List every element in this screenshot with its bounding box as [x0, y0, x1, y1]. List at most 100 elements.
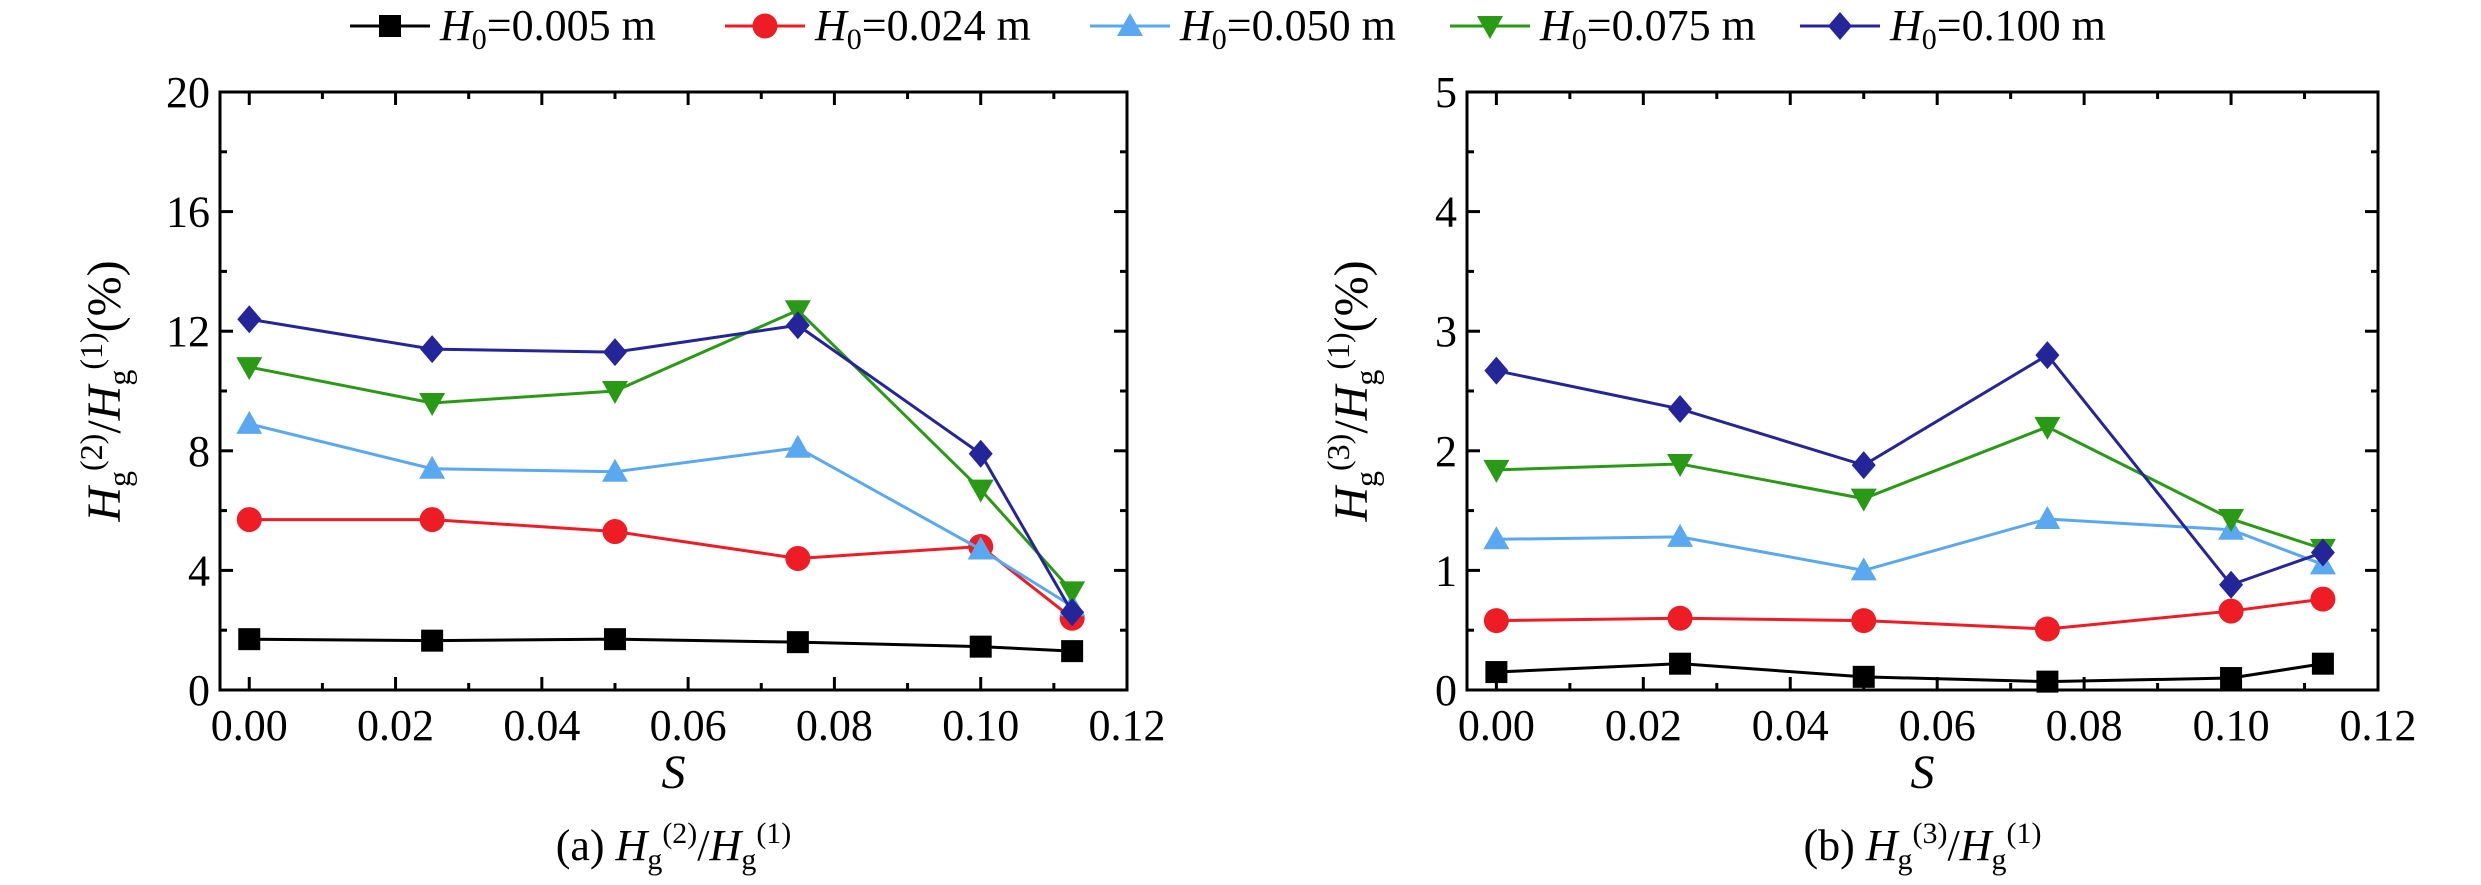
y-tick-label: 1 [1435, 546, 1457, 595]
legend-entry: H0=0.075 m [1450, 1, 1756, 56]
data-point [1484, 356, 1509, 385]
series-3 [236, 300, 1086, 605]
chart-a: 0.00 0.02 0.04 0.06 0.08 0.10 0.12 0 4 8 12 16 20 S Hg… [73, 68, 1166, 876]
data-point [2218, 508, 2245, 532]
data-point [601, 381, 628, 404]
data-point [1851, 608, 1877, 634]
series-line [249, 317, 1074, 614]
y-tick-label: 16 [166, 188, 210, 237]
x-tick-label: 0.00 [211, 701, 288, 750]
data-point [602, 519, 628, 545]
data-point [419, 392, 446, 416]
y-axis-title: Hg(2)/Hg(1)(%) [73, 260, 137, 522]
series-line [1496, 353, 2324, 587]
data-point [1483, 608, 1509, 634]
series-2 [236, 410, 1086, 617]
series-4 [1484, 341, 2335, 599]
series-line [248, 308, 1074, 593]
data-point [2034, 416, 2061, 440]
data-point [236, 410, 263, 434]
plot-frame [218, 90, 1129, 692]
series-line [249, 518, 1074, 620]
series-line [1496, 597, 2324, 631]
data-point [1059, 581, 1086, 605]
series-line [248, 422, 1073, 608]
y-tick-label: 3 [1435, 307, 1457, 356]
data-point [1667, 605, 1693, 631]
data-point [967, 479, 994, 503]
y-tick-label: 4 [188, 546, 210, 595]
series-1 [1483, 586, 2336, 642]
data-point [238, 628, 261, 651]
data-point [1485, 661, 1508, 684]
x-tick-label: 0.10 [942, 701, 1019, 750]
x-tick-label: 0.06 [650, 701, 727, 750]
data-point [1483, 459, 1510, 483]
x-axis-title: S [662, 746, 686, 799]
data-point [2036, 670, 2059, 693]
data-point [1061, 640, 1084, 663]
series-line [1496, 662, 2324, 684]
data-point [1850, 557, 1877, 581]
legend-entry: H0=0.005 m [350, 1, 656, 56]
x-tick-label: 0.00 [1458, 701, 1535, 750]
data-point [967, 536, 994, 560]
x-tick-label: 0.08 [796, 701, 873, 750]
chart-caption: (a) Hg(2)/Hg(1) [556, 817, 792, 876]
y-tick-label: 5 [1435, 68, 1457, 117]
data-point [420, 335, 445, 364]
data-point [969, 635, 992, 658]
legend-label: H0=0.050 m [1179, 1, 1396, 56]
x-tick-label: 0.04 [1752, 701, 1829, 750]
x-tick-label: 0.02 [1605, 701, 1682, 750]
data-point [1850, 488, 1877, 512]
legend-marker-square [379, 15, 401, 37]
data-point [2035, 341, 2060, 370]
data-point [1667, 453, 1694, 477]
data-point [602, 338, 627, 367]
legend-marker-triangle-up [1117, 13, 1143, 36]
legend-label: H0=0.024 m [814, 1, 1031, 56]
legend: H0=0.005 m H0=0.024 m H0=0.050 m H0=0.075 m… [350, 1, 2106, 56]
x-tick-label: 0.06 [1899, 701, 1976, 750]
series-line [1496, 425, 2324, 551]
x-tick-label: 0.12 [1089, 701, 1166, 750]
series-4 [237, 305, 1085, 627]
legend-entry: H0=0.100 m [1800, 1, 2106, 56]
data-point [601, 458, 628, 482]
plot-frame [1465, 90, 2380, 692]
data-point [2311, 652, 2334, 675]
data-point [2218, 598, 2244, 624]
chart-caption: (b) Hg(3)/Hg(1) [1803, 817, 2041, 876]
x-axis-title: S [1911, 746, 1935, 799]
y-tick-label: 0 [188, 666, 210, 715]
series-2 [1483, 505, 2336, 581]
data-point [785, 545, 811, 571]
legend-marker-circle [752, 13, 778, 39]
legend-label: H0=0.075 m [1539, 1, 1756, 56]
x-tick-label: 0.04 [503, 701, 580, 750]
data-point [2034, 505, 2061, 529]
data-point [786, 631, 809, 654]
series-0 [238, 628, 1084, 663]
y-tick-label: 20 [166, 68, 210, 117]
data-point [1851, 451, 1876, 480]
data-point [1669, 652, 1692, 675]
data-point [785, 311, 810, 340]
legend-label: H0=0.100 m [1889, 1, 2106, 56]
data-point [1668, 394, 1693, 423]
data-point [1060, 598, 1085, 627]
series-line [1496, 517, 2324, 572]
y-tick-label: 4 [1435, 188, 1457, 237]
y-tick-label: 12 [166, 307, 210, 356]
data-point [2310, 538, 2335, 567]
chart-b: 0.00 0.02 0.04 0.06 0.08 0.10 0.12 0 1 2 3 4 5 S Hg(3)… [1320, 68, 2417, 876]
data-point [421, 629, 444, 652]
data-point [236, 357, 263, 381]
data-point [1852, 665, 1875, 688]
legend-marker-triangle-down [1477, 16, 1503, 39]
y-tick-label: 8 [188, 427, 210, 476]
y-axis-title: Hg(3)/Hg(1)(%) [1320, 260, 1384, 522]
series-3 [1483, 416, 2336, 562]
